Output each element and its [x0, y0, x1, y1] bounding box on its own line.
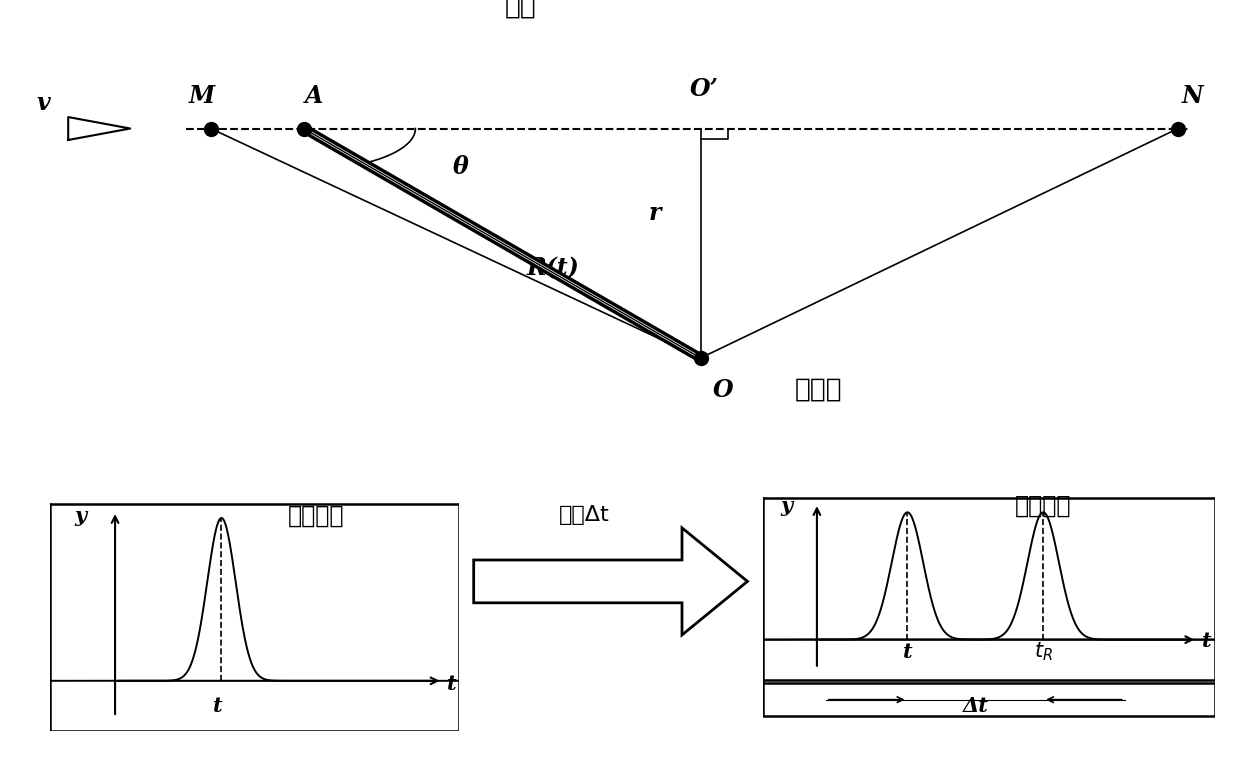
Point: [691, 352, 711, 364]
Text: O: O: [713, 378, 733, 402]
Text: r: r: [649, 201, 661, 226]
Point: [1168, 122, 1188, 135]
Text: 麦克风: 麦克风: [795, 377, 842, 403]
Text: 接收时刻: 接收时刻: [1016, 493, 1071, 517]
Text: t: t: [212, 696, 222, 717]
Text: θ: θ: [453, 155, 469, 180]
Text: 声源: 声源: [505, 0, 537, 20]
Point: [201, 122, 221, 135]
Text: Δt: Δt: [962, 696, 988, 716]
Text: $t_R$: $t_R$: [1034, 641, 1053, 663]
Text: N: N: [1182, 84, 1204, 109]
Text: R(t): R(t): [527, 256, 580, 281]
Text: 发射时刻: 发射时刻: [288, 503, 343, 528]
Text: 延时Δt: 延时Δt: [558, 506, 609, 526]
Text: y: y: [74, 506, 87, 526]
Text: t: t: [903, 642, 913, 662]
Text: M: M: [188, 84, 216, 109]
Point: [294, 122, 314, 135]
Text: y: y: [781, 496, 792, 516]
Text: O’: O’: [689, 77, 719, 102]
Text: v: v: [36, 91, 51, 116]
Text: A: A: [305, 84, 322, 109]
Text: t: t: [446, 674, 456, 694]
Text: t: t: [1202, 631, 1211, 651]
